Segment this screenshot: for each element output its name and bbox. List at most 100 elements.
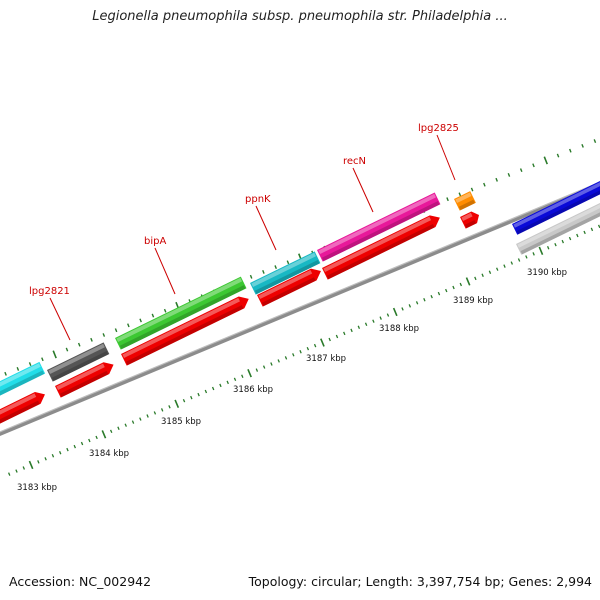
scale-tick — [153, 411, 157, 415]
scale-label: 3189 kbp — [453, 296, 493, 306]
scale-tick — [95, 435, 98, 440]
gene-label: ppnK — [245, 194, 271, 205]
scale-tick — [146, 414, 149, 418]
gene-label-leader — [255, 205, 277, 251]
scale-tick — [364, 322, 368, 326]
scale-tick — [576, 233, 579, 238]
gene-lpg2821 — [47, 342, 110, 382]
scale-tick — [262, 365, 266, 369]
gene-blue — [512, 180, 600, 235]
outer-tick — [90, 337, 93, 342]
scale-tick — [73, 444, 76, 449]
scale-tick — [437, 291, 441, 296]
scale-tick — [503, 264, 506, 268]
gene-light-gray — [516, 200, 600, 255]
scale-tick — [15, 469, 18, 473]
scale-tick — [423, 298, 426, 302]
scale-tick — [568, 236, 572, 241]
scale-tick — [270, 362, 273, 366]
scale-tick — [117, 426, 120, 430]
outer-tick — [581, 143, 584, 148]
scale-tick — [372, 319, 375, 323]
scale-tick — [430, 294, 433, 299]
scale-tick — [233, 377, 237, 382]
scale-tick — [124, 423, 127, 427]
scale-tick — [101, 430, 107, 439]
gene-features — [0, 180, 600, 426]
outer-tick-track — [4, 139, 597, 376]
gene-red-arrow — [0, 392, 45, 426]
gene-label-leader — [49, 297, 71, 341]
scale-tick — [28, 460, 34, 470]
scale-labels: 3183 kbp 3184 kbp 3185 kbp 3186 kbp 3187 kbp… — [17, 268, 567, 493]
outer-tick — [569, 148, 572, 153]
scale-tick — [241, 374, 244, 378]
outer-tick — [593, 139, 597, 143]
scale-tick — [379, 316, 382, 320]
outer-tick — [41, 357, 44, 362]
scale-tick — [328, 337, 331, 342]
genome-summary-text: Topology: circular; Length: 3,397,754 bp… — [248, 574, 592, 589]
scale-tick — [197, 392, 200, 397]
scale-label: 3188 kbp — [379, 324, 419, 334]
scale-tick — [350, 328, 353, 333]
outer-tick — [127, 323, 130, 328]
scale-label: 3183 kbp — [17, 483, 57, 493]
scale-tick — [525, 255, 528, 259]
scale-tick — [306, 346, 310, 351]
scale-tick — [277, 359, 280, 363]
scale-tick — [292, 353, 295, 357]
scale-tick — [590, 227, 594, 232]
scale-tick — [22, 466, 26, 470]
outer-tick — [139, 318, 142, 323]
scale-tick — [80, 441, 84, 446]
gene-red-arrow — [257, 268, 321, 307]
scale-tick — [88, 438, 91, 443]
gene-recN — [317, 192, 441, 262]
outer-tick — [114, 328, 118, 333]
outer-tick — [28, 362, 32, 367]
gene-label: lpg2821 — [29, 286, 70, 297]
outer-tick — [77, 342, 81, 347]
scale-label: 3185 kbp — [161, 417, 201, 427]
scale-tick — [335, 334, 339, 339]
gene-label-leader — [352, 167, 374, 213]
scale-tick — [343, 331, 346, 336]
scale-tick — [517, 258, 521, 262]
scale-tick — [401, 307, 404, 311]
scale-tick — [168, 405, 171, 409]
scale-tick — [415, 301, 419, 305]
scale-label: 3184 kbp — [89, 449, 129, 459]
genome-backbone — [0, 181, 600, 437]
gene-label: bipA — [144, 236, 166, 247]
outer-tick — [458, 192, 462, 197]
scale-tick — [408, 304, 412, 308]
scale-tick — [66, 447, 69, 452]
backbone-line — [0, 181, 600, 437]
outer-tick — [163, 308, 167, 313]
map-title: Legionella pneumophila subsp. pneumophil… — [92, 9, 508, 24]
scale-tick — [474, 276, 477, 281]
scale-tick — [51, 454, 55, 458]
gene-labels: lpg2821 bipA ppnK recN lpg2825 — [29, 123, 459, 341]
scale-tick — [357, 325, 361, 330]
outer-tick — [151, 313, 155, 318]
outer-tick — [286, 260, 290, 265]
scale-label: 3187 kbp — [306, 354, 346, 364]
scale-tick — [459, 282, 463, 287]
scale-tick — [211, 386, 215, 391]
outer-tick — [483, 182, 486, 187]
scale-tick — [190, 395, 193, 400]
scale-tick — [284, 356, 288, 360]
scale-tick — [445, 288, 448, 293]
scale-tick — [532, 252, 535, 256]
scale-tick — [481, 273, 484, 278]
gene-label-leader — [154, 247, 176, 295]
outer-tick — [543, 156, 548, 165]
outer-tick — [274, 265, 277, 270]
scale-tick — [131, 420, 135, 424]
outer-tick — [102, 333, 106, 337]
gene-label-leader — [436, 134, 456, 181]
scale-tick — [139, 417, 142, 421]
outer-tick — [4, 371, 7, 376]
